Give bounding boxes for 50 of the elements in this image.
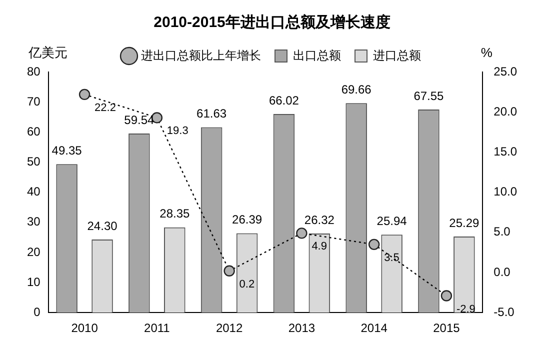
y2-tick-label: 20.0 [494,104,518,118]
y-tick-label: 60 [26,124,41,138]
data-label: 25.94 [376,214,408,228]
point [440,290,452,302]
legend-label: 进口总额 [373,48,421,62]
point [368,238,380,250]
y2-tick-label: 10.0 [494,184,518,199]
data-label: 19.3 [166,125,188,138]
y-tick-label: 0 [34,304,41,319]
x-tick-label: 2011 [144,321,170,336]
legend-label: 出口总额 [293,48,341,62]
y2-tick-label: 0.0 [494,264,511,279]
y-tick-label: 10 [26,274,41,289]
data-label: 26.39 [232,212,262,227]
y-tick-label: 80 [26,64,41,78]
x-tick-label: 2013 [288,321,316,336]
y-axis-title: 亿美元 [27,45,68,60]
legend-label: 进出口总额比上年增长 [141,48,261,62]
x-tick-label: 2015 [433,321,460,336]
data-label: 4.9 [312,240,327,253]
x-tick-label: 2012 [216,321,243,336]
y-tick-label: 20 [26,244,41,259]
x-tick-label: 2014 [360,321,388,336]
y2-tick-label: 5.0 [494,224,511,239]
data-label: 69.66 [341,82,372,96]
chart-title: 2010-2015年进出口总额及增长速度 [154,13,390,32]
data-label: 26.32 [304,212,335,227]
data-label: 61.63 [196,106,227,121]
y2-tick-label: 25.0 [494,64,518,78]
point [224,265,235,276]
x-tick-label: 2010 [71,321,98,336]
data-label: 59.54 [124,112,155,127]
data-label: 49.35 [52,143,82,158]
data-label: 0.2 [239,278,255,290]
data-label: 67.55 [414,88,444,103]
point [296,228,308,239]
data-label: 24.30 [87,218,118,233]
data-label: 66.02 [268,93,300,108]
y2-tick-label: -5.0 [494,304,515,319]
y-tick-label: 40 [26,184,41,199]
y-tick-label: 70 [26,94,41,108]
y-tick-label: 50 [26,154,41,169]
point [78,88,90,100]
y-tick-label: 30 [26,214,41,229]
data-label: 28.35 [160,206,190,221]
data-label: 3.5 [384,252,400,264]
data-label: 22.2 [94,102,116,114]
y2-tick-label: 15.0 [494,144,518,159]
data-label: 25.29 [449,216,480,230]
y2-axis-title: % [480,45,493,60]
